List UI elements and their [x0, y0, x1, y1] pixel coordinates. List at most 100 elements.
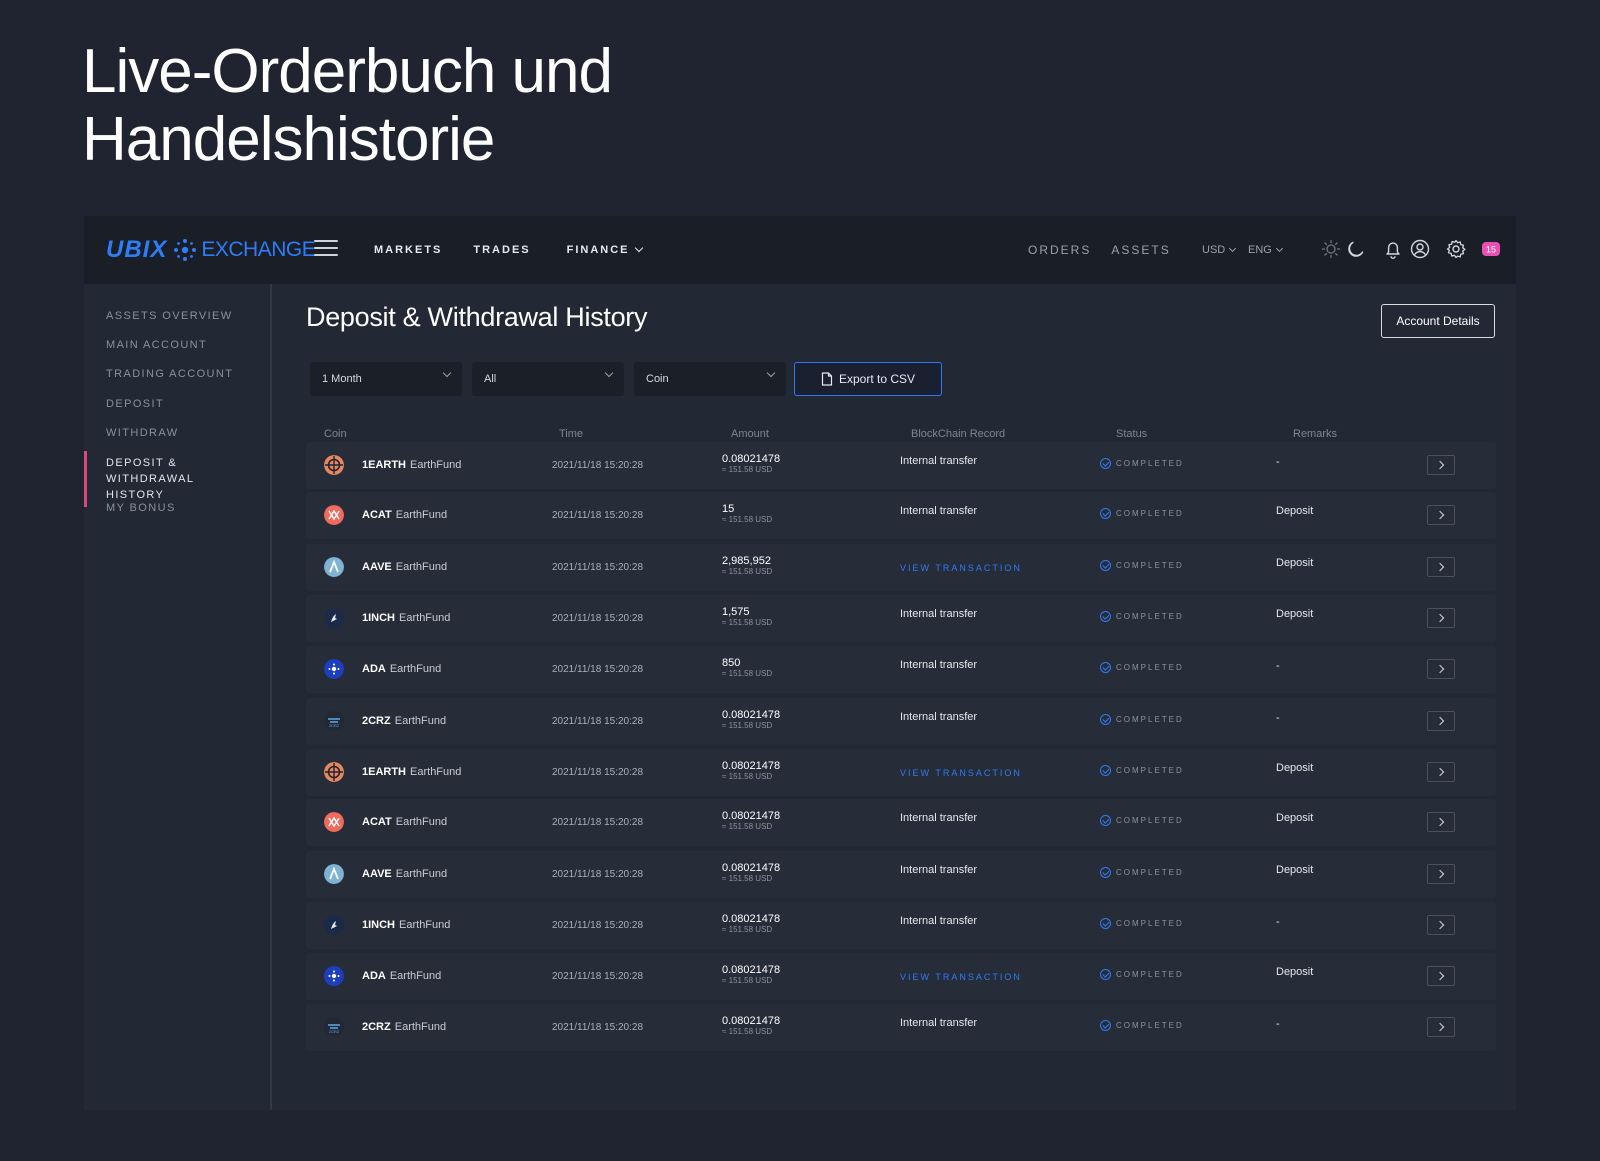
- export-csv-label: Export to CSV: [838, 372, 916, 386]
- aave-icon: [324, 864, 344, 884]
- language-select[interactable]: ENG: [1248, 216, 1283, 284]
- row-details-chevron-right-button[interactable]: [1427, 1017, 1455, 1037]
- row-details-chevron-right-button[interactable]: [1427, 505, 1455, 525]
- check-circle-icon: [1100, 815, 1111, 826]
- exchange-app-window: UBIX EXCHANGE MARKETS TRADES FINANCE ORD…: [84, 216, 1516, 1110]
- amount-usd: ≈ 151.58 USD: [722, 822, 773, 831]
- nav-trades[interactable]: TRADES: [473, 244, 531, 256]
- nav-assets[interactable]: ASSETS: [1111, 243, 1171, 257]
- coin-label: ACAT EarthFund: [362, 816, 447, 828]
- transaction-time: 2021/11/18 15:20:28: [552, 971, 644, 982]
- 2crz-icon: 2CRZ: [324, 711, 344, 731]
- nav-finance-label: FINANCE: [566, 244, 630, 256]
- table-row: 1EARTH EarthFund 2021/11/18 15:20:28 0.0802…: [306, 442, 1496, 489]
- headline-line-1: Live-Orderbuch und: [82, 37, 613, 106]
- status-badge: COMPLETED: [1100, 611, 1184, 622]
- hamburger-menu-icon[interactable]: [314, 240, 338, 258]
- table-row: 1EARTH EarthFund 2021/11/18 15:20:28 0.0802…: [306, 749, 1496, 796]
- sidebar-item-main-account[interactable]: MAIN ACCOUNT: [106, 339, 208, 351]
- coin-label: 1INCH EarthFund: [362, 612, 450, 624]
- sidebar-item-trading-account[interactable]: TRADING ACCOUNT: [106, 368, 234, 380]
- sidebar-item-my-bonus[interactable]: MY BONUS: [106, 502, 176, 514]
- row-details-chevron-right-button[interactable]: [1427, 762, 1455, 782]
- page-title: Deposit & Withdrawal History: [306, 302, 648, 332]
- row-details-chevron-right-button[interactable]: [1427, 711, 1455, 731]
- nav-markets[interactable]: MARKETS: [374, 244, 443, 256]
- view-transaction-link[interactable]: VIEW TRANSACTION: [900, 972, 1022, 982]
- amount-usd: ≈ 151.58 USD: [722, 618, 773, 627]
- nav-finance[interactable]: FINANCE: [566, 243, 643, 256]
- amount: 0.08021478 ≈ 151.58 USD: [722, 709, 780, 731]
- amount-value: 0.08021478: [722, 964, 781, 976]
- primary-nav: MARKETS TRADES FINANCE: [374, 216, 673, 284]
- blockchain-record: Internal transfer: [900, 812, 978, 824]
- check-circle-icon: [1100, 662, 1111, 673]
- row-details-chevron-right-button[interactable]: [1427, 864, 1455, 884]
- amount: 2,985,952 ≈ 151.58 USD: [722, 555, 772, 577]
- file-icon: [821, 372, 833, 386]
- account-details-button[interactable]: Account Details: [1381, 304, 1495, 338]
- row-details-chevron-right-button[interactable]: [1427, 812, 1455, 832]
- coin-filter-value: Coin: [646, 373, 669, 385]
- coin-filter-select[interactable]: Coin: [634, 362, 786, 396]
- amount: 0.08021478 ≈ 151.58 USD: [722, 760, 780, 782]
- remark: Deposit: [1276, 557, 1314, 569]
- sidebar-item-deposit-withdrawal-history[interactable]: DEPOSIT & WITHDRAWAL HISTORY: [84, 451, 244, 507]
- coin-label: AAVE EarthFund: [362, 561, 447, 573]
- view-transaction-link[interactable]: VIEW TRANSACTION: [900, 768, 1022, 778]
- svg-text:2CRZ: 2CRZ: [329, 1029, 340, 1034]
- amount-usd: ≈ 151.58 USD: [722, 772, 773, 781]
- row-details-chevron-right-button[interactable]: [1427, 966, 1455, 986]
- blockchain-record: Internal transfer: [900, 505, 978, 517]
- blockchain-record: Internal transfer: [900, 915, 978, 927]
- coin-label: 2CRZ EarthFund: [362, 715, 446, 727]
- row-details-chevron-right-button[interactable]: [1427, 659, 1455, 679]
- logo-wordmark: UBIX: [106, 236, 168, 263]
- export-csv-button[interactable]: Export to CSV: [794, 362, 942, 396]
- ubix-exchange-logo[interactable]: UBIX EXCHANGE: [106, 236, 316, 264]
- currency-select[interactable]: USD: [1202, 216, 1237, 284]
- row-details-chevron-right-button[interactable]: [1427, 557, 1455, 577]
- acat-icon: [324, 505, 344, 525]
- column-header-status: Status: [1116, 428, 1148, 440]
- nav-orders[interactable]: ORDERS: [1028, 243, 1092, 257]
- sun-icon[interactable]: [1320, 238, 1342, 260]
- sidebar-item-deposit[interactable]: DEPOSIT: [106, 398, 165, 410]
- remark: Deposit: [1276, 812, 1314, 824]
- amount-usd: ≈ 151.58 USD: [722, 567, 773, 576]
- remark: -: [1276, 712, 1280, 724]
- logo-subtitle: EXCHANGE: [201, 238, 316, 261]
- coin-symbol: 2CRZ: [362, 715, 391, 727]
- view-transaction-link[interactable]: VIEW TRANSACTION: [900, 563, 1022, 573]
- moon-icon[interactable]: [1345, 238, 1367, 260]
- period-filter-select[interactable]: 1 Month: [310, 362, 462, 396]
- bell-icon[interactable]: [1382, 238, 1404, 260]
- column-header-amount: Amount: [731, 428, 769, 440]
- status-text: COMPLETED: [1116, 816, 1184, 825]
- check-circle-icon: [1100, 560, 1111, 571]
- row-details-chevron-right-button[interactable]: [1427, 608, 1455, 628]
- sidebar-item-assets-overview[interactable]: ASSETS OVERVIEW: [106, 310, 233, 322]
- sidebar-item-withdraw[interactable]: WITHDRAW: [106, 427, 179, 439]
- check-circle-icon: [1100, 714, 1111, 725]
- chevron-down-icon: [1275, 244, 1283, 252]
- user-profile-icon[interactable]: [1409, 238, 1431, 260]
- remark: Deposit: [1276, 864, 1314, 876]
- type-filter-select[interactable]: All: [472, 362, 624, 396]
- remark: -: [1276, 660, 1280, 672]
- status-text: COMPLETED: [1116, 1021, 1184, 1030]
- column-header-time: Time: [559, 428, 584, 440]
- status-badge: COMPLETED: [1100, 867, 1184, 878]
- cardano-icon: [324, 966, 344, 986]
- amount: 0.08021478 ≈ 151.58 USD: [722, 964, 780, 986]
- amount-usd: ≈ 151.58 USD: [722, 925, 773, 934]
- settings-gear-icon[interactable]: [1445, 238, 1467, 260]
- coin-name: EarthFund: [394, 1021, 447, 1033]
- remark: Deposit: [1276, 608, 1314, 620]
- row-details-chevron-right-button[interactable]: [1427, 455, 1455, 475]
- coin-name: EarthFund: [395, 868, 448, 880]
- status-text: COMPLETED: [1116, 663, 1184, 672]
- coin-label: 1EARTH EarthFund: [362, 766, 461, 778]
- row-details-chevron-right-button[interactable]: [1427, 915, 1455, 935]
- coin-symbol: 2CRZ: [362, 1021, 391, 1033]
